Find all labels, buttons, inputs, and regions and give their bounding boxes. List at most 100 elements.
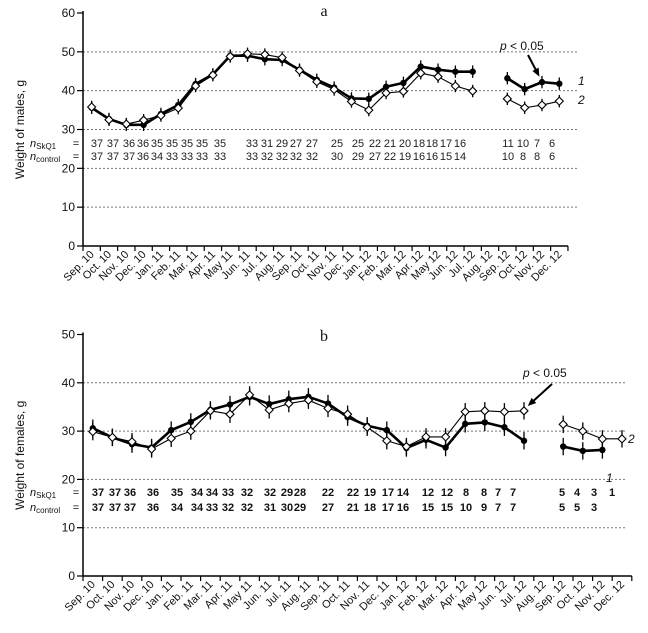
n-control-value: 15 xyxy=(441,502,453,514)
n-control-value: 29 xyxy=(352,151,364,163)
n-skq1-value: 35 xyxy=(166,138,178,150)
n-control-value: 36 xyxy=(147,502,159,514)
n-control-value: 32 xyxy=(222,502,234,514)
n-control-value: 33 xyxy=(206,502,218,514)
p-symbol: p xyxy=(499,39,507,53)
data-point xyxy=(398,86,409,97)
n-control-value: 8 xyxy=(520,151,526,163)
y-tick-label: 0 xyxy=(68,569,75,583)
data-point xyxy=(329,84,339,95)
panel-title: b xyxy=(320,328,328,345)
data-point xyxy=(434,66,442,73)
n-control-value: 6 xyxy=(549,151,555,163)
data-point xyxy=(501,424,508,431)
n-control-value: 32 xyxy=(261,151,273,163)
y-axis-title: Weight of males, g xyxy=(13,80,27,179)
series-label-2: 2 xyxy=(577,93,585,107)
n-control-value: 36 xyxy=(137,151,149,163)
n-skq1-value: 37 xyxy=(92,487,104,499)
n-control-value: 33 xyxy=(181,151,193,163)
n-skq1-value: 27 xyxy=(290,138,302,150)
series-2 xyxy=(86,47,565,131)
n-control-value: 37 xyxy=(124,502,136,514)
data-point xyxy=(450,81,461,91)
n-control-value: 37 xyxy=(109,502,121,514)
n-skq1-value: 33 xyxy=(246,138,258,150)
n-skq1-value: 33 xyxy=(222,487,234,499)
n-symbol: n xyxy=(30,502,36,514)
p-threshold: < 0.05 xyxy=(507,39,544,53)
n-skq1-value: 5 xyxy=(559,487,565,499)
data-point xyxy=(442,444,449,451)
panel-title: a xyxy=(320,3,327,20)
n-symbol: n xyxy=(30,487,36,499)
arrow-head-icon xyxy=(527,397,537,407)
series-label-1: 1 xyxy=(606,471,613,485)
n-skq1-value: 16 xyxy=(454,138,466,150)
n-control-value: 5 xyxy=(559,502,565,514)
data-point xyxy=(440,432,451,442)
n-skq1-value: 29 xyxy=(276,138,288,150)
n-skq1-value: 37 xyxy=(107,138,119,150)
n-skq1-value: 20 xyxy=(399,138,411,150)
n-control-value: 27 xyxy=(369,151,381,163)
n-skq1-value: 6 xyxy=(549,138,555,150)
n-subscript: SkQ1 xyxy=(36,142,57,151)
n-skq1-value: 22 xyxy=(369,138,381,150)
n-skq1-value: 35 xyxy=(181,138,193,150)
data-point xyxy=(242,48,253,59)
data-point xyxy=(312,76,322,87)
n-control-value: 32 xyxy=(241,502,253,514)
n-skq1-value: 10 xyxy=(517,138,529,150)
data-point xyxy=(579,447,586,455)
data-point xyxy=(519,406,529,416)
n-control-value: 15 xyxy=(422,502,434,514)
n-skq1-value: 34 xyxy=(191,487,204,499)
data-point xyxy=(364,105,374,115)
data-point xyxy=(521,85,528,93)
n-skq1-value: 18 xyxy=(426,138,438,150)
data-point xyxy=(558,419,568,430)
n-skq1-value: 34 xyxy=(206,487,219,499)
data-point xyxy=(417,63,424,70)
data-point xyxy=(284,398,294,409)
n-control-value: 27 xyxy=(322,502,334,514)
n-control-value: 32 xyxy=(276,151,288,163)
data-point xyxy=(504,75,511,82)
n-skq1-value: 36 xyxy=(147,487,159,499)
n-skq1-value: 19 xyxy=(364,487,376,499)
n-control-value: 5 xyxy=(574,502,580,514)
p-symbol: p xyxy=(522,366,530,380)
n-skq1-value: 17 xyxy=(382,487,394,499)
data-point xyxy=(303,395,314,405)
data-point xyxy=(560,443,567,450)
n-skq1-value: 27 xyxy=(306,138,318,150)
series-line xyxy=(563,423,622,440)
n-control-value: 29 xyxy=(294,502,306,514)
data-point xyxy=(433,71,443,82)
data-point xyxy=(538,78,546,86)
n-control-value: 33 xyxy=(166,151,178,163)
n-skq1-value: 22 xyxy=(322,487,334,499)
n-skq1-value: 35 xyxy=(171,487,183,499)
n-skq1-value: 12 xyxy=(441,487,453,499)
data-point xyxy=(460,407,470,417)
n-control-value: 10 xyxy=(502,151,514,163)
n-skq1-label: nSkQ1 xyxy=(30,138,57,151)
data-point xyxy=(186,426,196,436)
n-skq1-value: 7 xyxy=(510,487,516,499)
data-point xyxy=(383,426,390,434)
significance-annotation: p < 0.05 xyxy=(522,366,567,380)
n-symbol: n xyxy=(30,151,36,163)
data-point xyxy=(469,68,476,75)
n-control-value: 22 xyxy=(384,151,396,163)
n-control-value: 16 xyxy=(426,151,438,163)
series-label-1: 1 xyxy=(578,74,585,88)
n-skq1-value: 12 xyxy=(422,487,434,499)
n-skq1-value: 25 xyxy=(331,138,343,150)
n-skq1-value: 29 xyxy=(281,487,293,499)
data-point xyxy=(499,407,510,417)
data-point xyxy=(127,436,137,447)
